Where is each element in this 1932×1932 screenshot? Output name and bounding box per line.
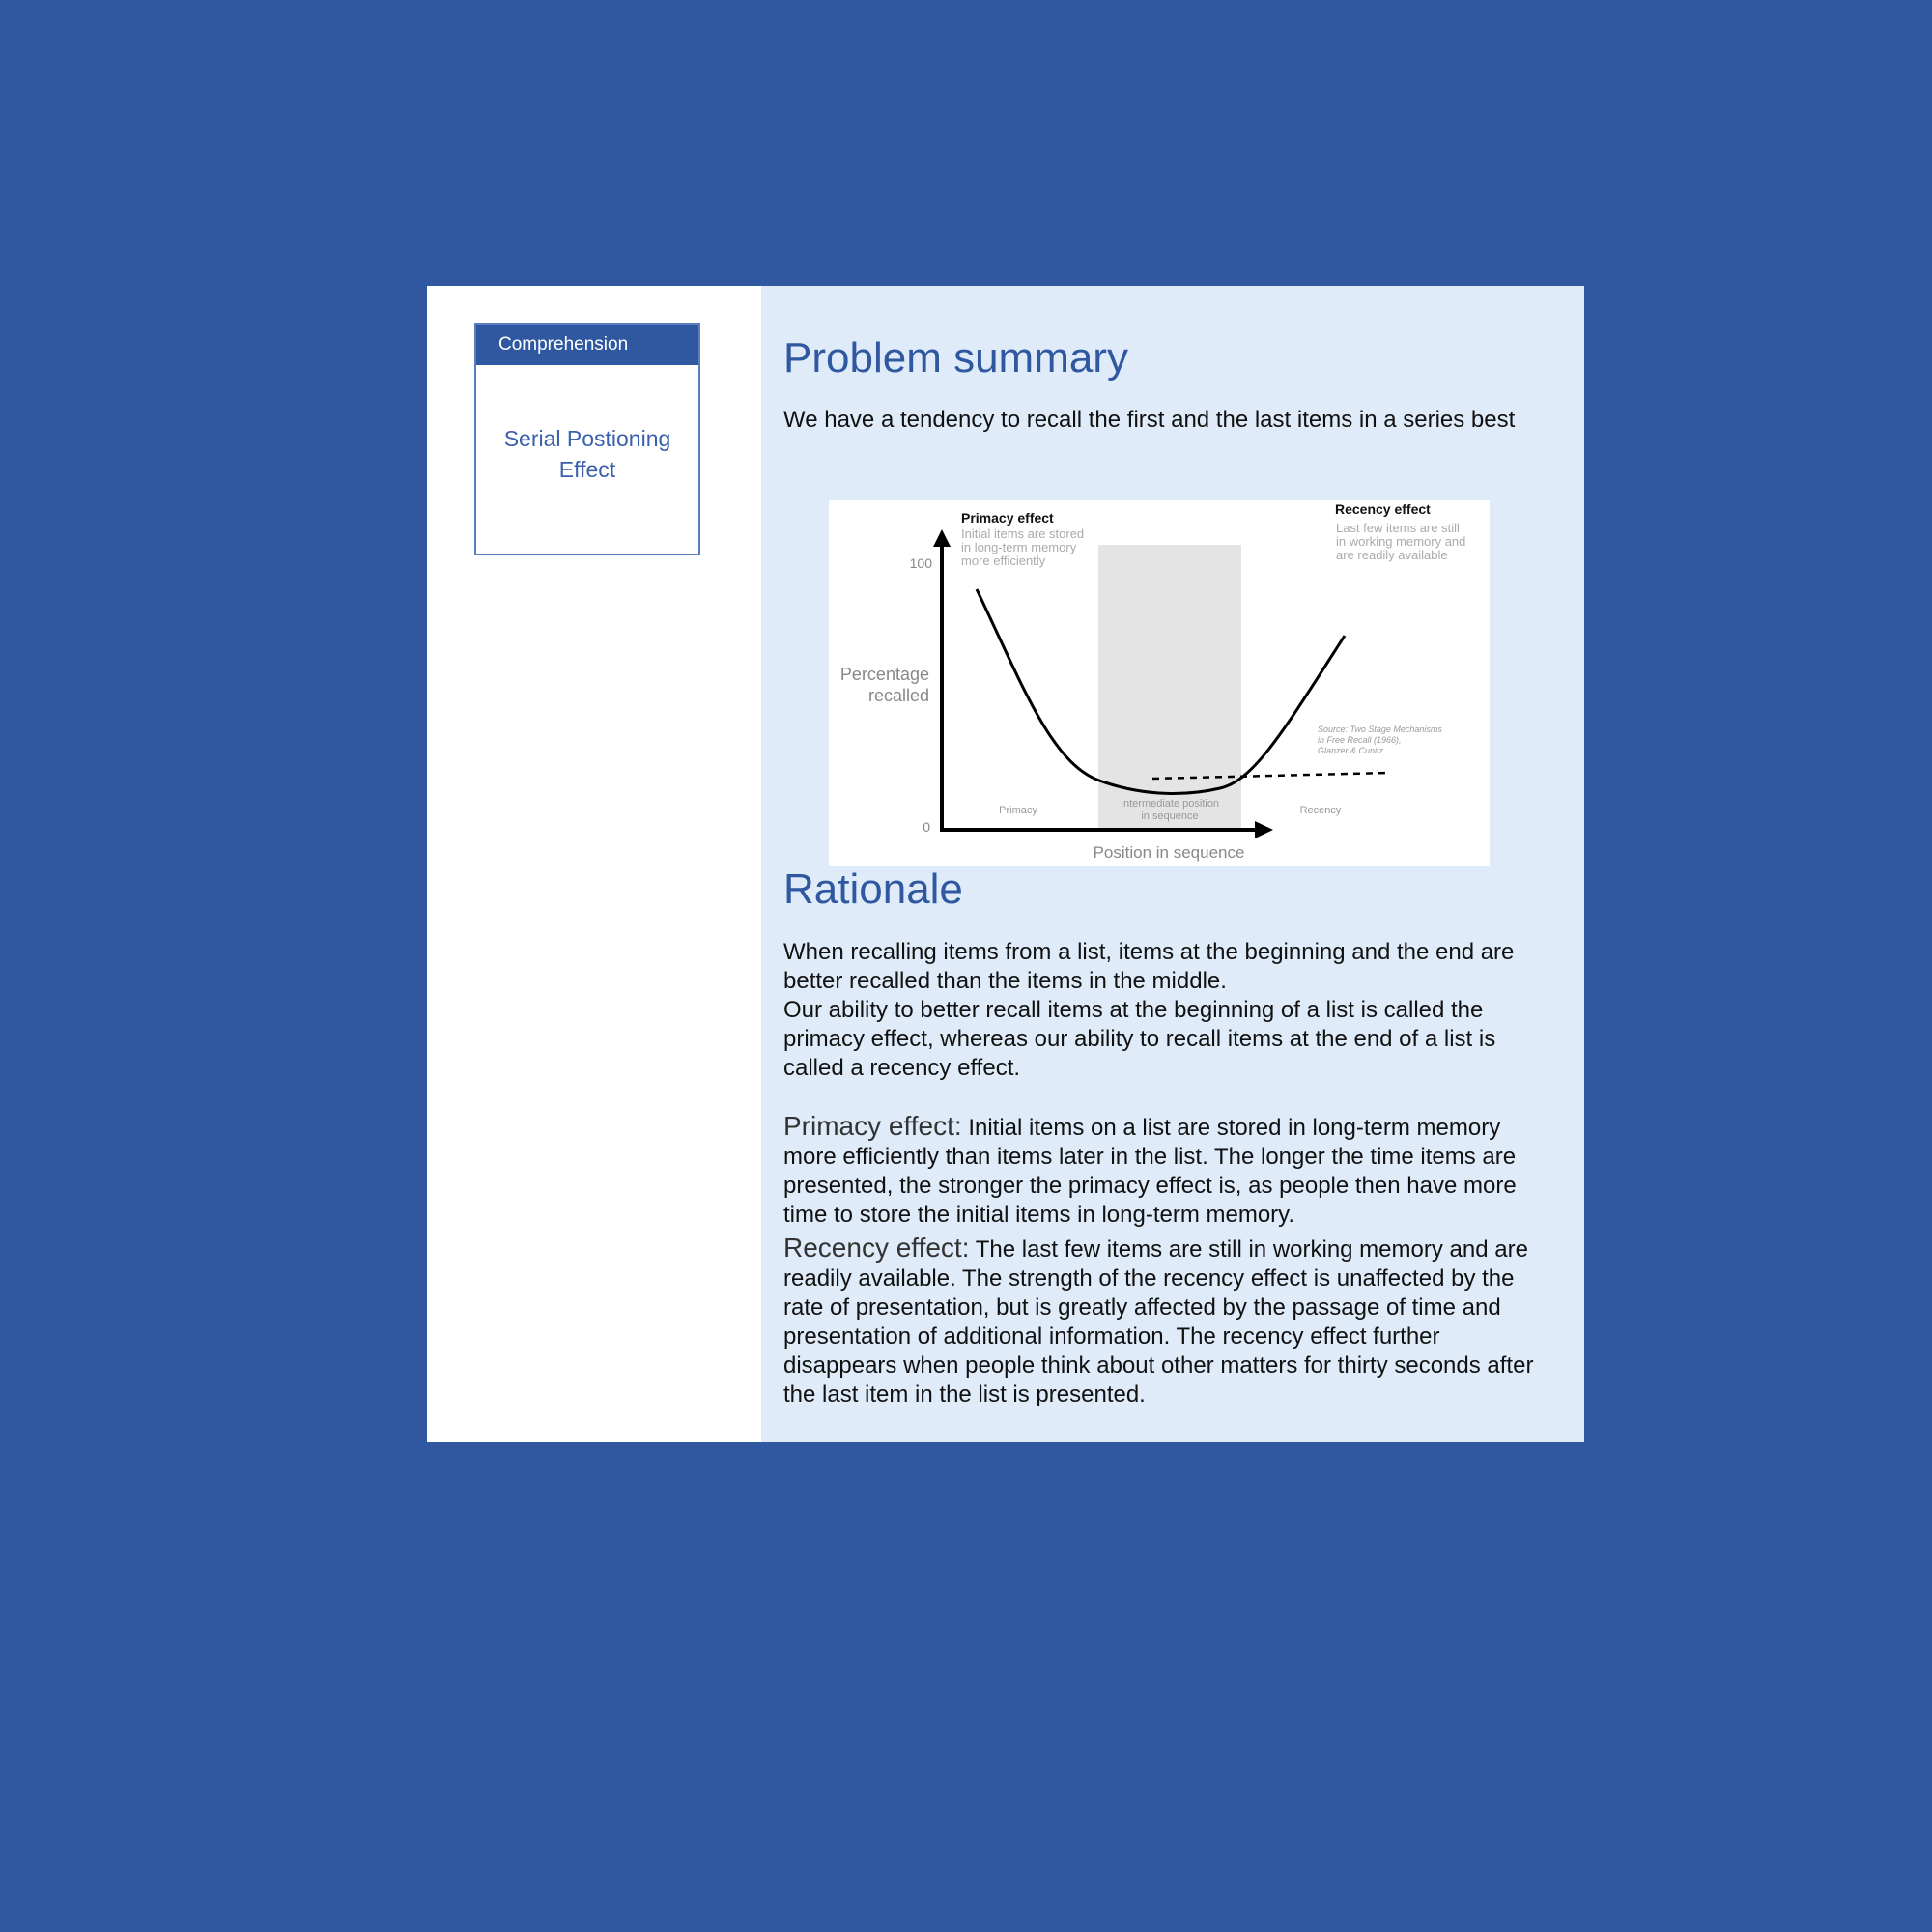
- recency-text: The last few items are still in working …: [783, 1236, 1534, 1407]
- y-label-line1: Percentage: [840, 665, 929, 684]
- primacy-term: Primacy effect:: [783, 1111, 962, 1141]
- primacy-annotation-title: Primacy effect: [961, 510, 1054, 526]
- recency-paragraph: Recency effect: The last few items are s…: [783, 1234, 1547, 1409]
- rationale-para2: Our ability to better recall items at th…: [783, 997, 1496, 1081]
- rationale-heading: Rationale: [783, 866, 963, 913]
- principle-title: Serial Postioning Effect: [503, 426, 671, 482]
- dashed-baseline: [1151, 771, 1390, 781]
- source-line1: Source: Two Stage Mechanisms: [1318, 724, 1442, 734]
- primacy-annotation-line2: in long-term memory: [961, 540, 1077, 554]
- zone-primacy-label: Primacy: [999, 805, 1037, 816]
- problem-heading: Problem summary: [783, 334, 1128, 382]
- category-label: Comprehension: [476, 325, 698, 365]
- primacy-annotation-line1: Initial items are stored: [961, 526, 1084, 541]
- x-axis-arrow: [1255, 821, 1273, 838]
- principle-card[interactable]: Comprehension Serial Postioning Effect: [474, 323, 700, 555]
- primacy-annotation-line3: more efficiently: [961, 554, 1046, 568]
- y-label-line2: recalled: [868, 686, 929, 705]
- zone-recency-label: Recency: [1300, 805, 1342, 816]
- right-panel: Problem summary We have a tendency to re…: [761, 286, 1584, 1442]
- recency-annotation-line2: in working memory and: [1336, 534, 1465, 549]
- source-line3: Glanzer & Cunitz: [1318, 746, 1384, 755]
- primacy-paragraph: Primacy effect: Initial items on a list …: [783, 1112, 1547, 1230]
- source-line2: in Free Recall (1966),: [1318, 735, 1402, 745]
- zone-intermediate-label-1: Intermediate position: [1121, 798, 1219, 810]
- recency-annotation-title: Recency effect: [1335, 501, 1431, 517]
- left-panel: Comprehension Serial Postioning Effect: [427, 286, 761, 1442]
- recall-curve: [975, 588, 1347, 795]
- recency-annotation-line1: Last few items are still: [1336, 521, 1460, 535]
- problem-text: We have a tendency to recall the first a…: [783, 407, 1516, 433]
- primacy-text: Initial items on a list are stored in lo…: [783, 1115, 1517, 1228]
- tick-0: 0: [923, 819, 930, 835]
- content-card: Comprehension Serial Postioning Effect P…: [427, 286, 1584, 1442]
- intermediate-zone: [1098, 545, 1241, 829]
- tick-100: 100: [910, 555, 933, 571]
- rationale-para1: When recalling items from a list, items …: [783, 939, 1515, 994]
- y-axis-arrow: [933, 529, 951, 547]
- zone-intermediate-label-2: in sequence: [1141, 810, 1198, 822]
- x-label: Position in sequence: [1094, 843, 1245, 862]
- recency-term: Recency effect:: [783, 1233, 970, 1263]
- serial-position-figure: 100 0 Percentage recalled Position in se…: [829, 500, 1490, 866]
- recency-annotation-line3: are readily available: [1336, 548, 1448, 562]
